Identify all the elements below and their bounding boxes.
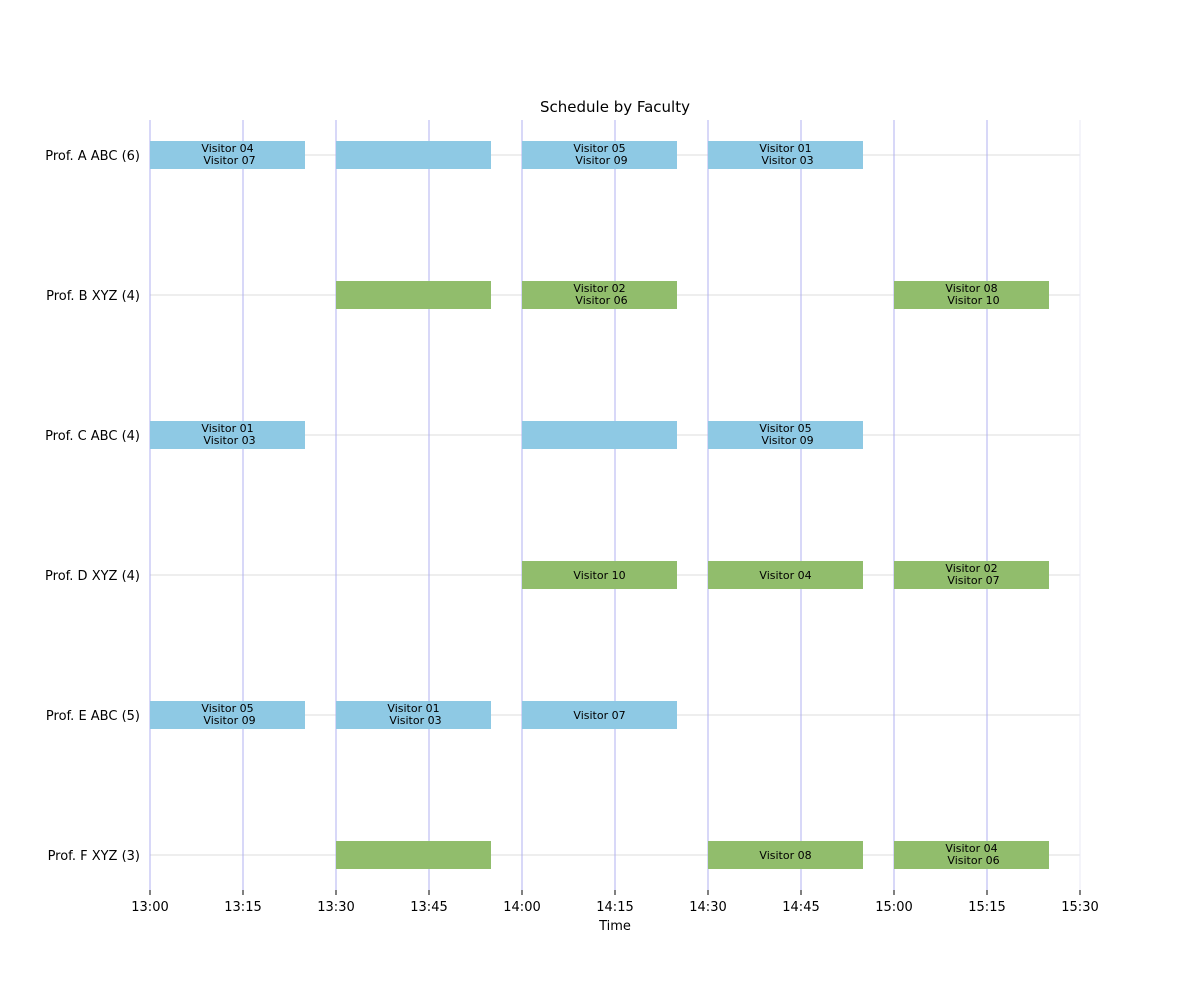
meeting-bar-rect [150,421,305,449]
meeting-bar-rect [522,281,677,309]
visitor-label: Visitor 05 [573,142,625,155]
meeting-bar-rect [708,141,863,169]
meeting-bar-rect [708,561,863,589]
meeting-bar [336,141,491,169]
visitor-label: Visitor 05 [759,422,811,435]
x-tick-label: 13:45 [410,900,447,915]
visitor-label: Visitor 07 [947,574,999,587]
meeting-bar-rect [522,141,677,169]
meeting-bar: Visitor 07 [522,701,677,729]
visitor-label: Visitor 03 [389,714,441,727]
visitor-label: Visitor 10 [947,294,999,307]
visitor-label: Visitor 02 [573,282,625,295]
visitor-label: Visitor 01 [201,422,253,435]
meeting-bar-rect [336,141,491,169]
y-tick-label: Prof. E ABC (5) [46,709,140,724]
visitor-label: Visitor 07 [203,154,255,167]
visitor-label: Visitor 08 [759,849,811,862]
x-tick-label: 15:00 [875,900,912,915]
visitor-label: Visitor 04 [201,142,253,155]
meeting-bar-rect [708,841,863,869]
y-tick-label: Prof. C ABC (4) [45,429,140,444]
meeting-bar-rect [336,841,491,869]
x-tick-label: 14:30 [689,900,726,915]
meeting-bar: Visitor 08 [708,841,863,869]
y-tick-label: Prof. A ABC (6) [45,149,140,164]
meeting-bar-rect [894,561,1049,589]
meeting-bar-rect [522,421,677,449]
y-tick-label: Prof. F XYZ (3) [48,849,140,864]
visitor-label: Visitor 07 [573,709,625,722]
meeting-bar-rect [336,701,491,729]
x-tick-label: 14:45 [782,900,819,915]
meeting-bar: Visitor 04 [708,561,863,589]
x-tick-label: 13:15 [224,900,261,915]
x-tick-label: 13:00 [131,900,168,915]
meeting-bar-rect [522,561,677,589]
visitor-label: Visitor 06 [947,854,999,867]
y-axis: Prof. A ABC (6) Prof. B XYZ (4) Prof. C AB… [45,149,140,864]
meeting-bar [336,841,491,869]
meeting-bar: Visitor 10 [522,561,677,589]
visitor-label: Visitor 01 [759,142,811,155]
visitor-label: Visitor 09 [575,154,627,167]
visitor-label: Visitor 05 [201,702,253,715]
visitor-label: Visitor 01 [387,702,439,715]
x-tick-label: 15:15 [968,900,1005,915]
x-tick-label: 14:00 [503,900,540,915]
visitor-label: Visitor 04 [945,842,997,855]
x-tick-label: 14:15 [596,900,633,915]
meeting-bar-rect [150,701,305,729]
grid [149,120,1081,890]
meeting-bar-rect [522,701,677,729]
visitor-label: Visitor 04 [759,569,811,582]
x-axis: 13:00 13:15 13:30 13:45 14:00 14:15 14:30 14:45… [131,890,1099,915]
visitor-label: Visitor 10 [573,569,625,582]
chart-title: Schedule by Faculty [540,98,690,116]
y-tick-label: Prof. B XYZ (4) [46,289,140,304]
meeting-bar-rect [150,141,305,169]
meeting-bar [522,421,677,449]
visitor-label: Visitor 09 [203,714,255,727]
visitor-label: Visitor 03 [203,434,255,447]
y-tick-label: Prof. D XYZ (4) [45,569,140,584]
meeting-bar-rect [708,421,863,449]
meeting-bar-rect [894,841,1049,869]
visitor-label: Visitor 08 [945,282,997,295]
visitor-label: Visitor 06 [575,294,627,307]
visitor-label: Visitor 09 [761,434,813,447]
x-axis-title: Time [598,919,631,934]
x-tick-label: 15:30 [1061,900,1098,915]
x-tick-label: 13:30 [317,900,354,915]
visitor-label: Visitor 03 [761,154,813,167]
meeting-bar [336,281,491,309]
visitor-label: Visitor 02 [945,562,997,575]
meeting-bar-rect [894,281,1049,309]
meeting-bar-rect [336,281,491,309]
